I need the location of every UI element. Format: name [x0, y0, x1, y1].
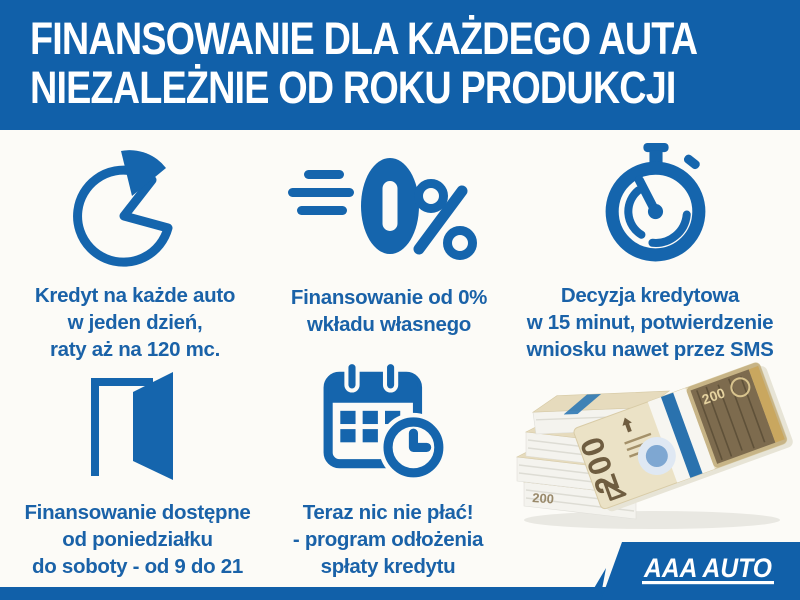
aaa-auto-logo: AAA AUTO: [587, 542, 800, 600]
caption-line: Decyzja kredytowa: [560, 284, 740, 307]
caption-line: do soboty - od 9 do 21: [32, 555, 243, 578]
caption-loan-every-car: Kredyt na każde auto w jeden dzień, raty…: [15, 282, 255, 363]
caption-line: od poniedziałku: [62, 528, 213, 551]
caption-line: w jeden dzień,: [67, 311, 203, 334]
caption-line: - program odłożenia: [292, 528, 484, 551]
caption-line: w 15 minut, potwierdzenie: [526, 311, 774, 334]
header-banner: FINANSOWANIE DLA KAŻDEGO AUTA NIEZALEŻNI…: [0, 0, 800, 130]
caption-line: spłaty kredytu: [320, 555, 456, 578]
caption-deferred-payment: Teraz nic nie płać! - program odłożenia …: [283, 499, 493, 580]
caption-line: raty aż na 120 mc.: [49, 338, 221, 361]
banknote-value-side: 200: [532, 490, 555, 506]
stopwatch-icon: [605, 143, 706, 262]
caption-line: Finansowanie od 0%: [290, 286, 488, 309]
leaning-banknote-bundle: 200 200: [572, 362, 793, 512]
open-door-icon: [91, 372, 173, 480]
caption-zero-percent: Finansowanie od 0% wkładu własnego: [283, 284, 495, 338]
header-title-line1: FINANSOWANIE DLA KAŻDEGO AUTA: [30, 13, 698, 64]
calendar-clock-icon: [323, 360, 448, 482]
aaa-auto-logo-text: AAA AUTO: [643, 553, 772, 583]
header-title-line2: NIEZALEŻNIE OD ROKU PRODUKCJI: [30, 62, 676, 113]
caption-fast-decision: Decyzja kredytowa w 15 minut, potwierdze…: [525, 282, 775, 363]
zero-percent-icon: [288, 158, 477, 260]
percent-glyph: [413, 179, 477, 260]
caption-line: wniosku nawet przez SMS: [526, 338, 774, 361]
money-stacks-image: 200: [515, 362, 793, 529]
caption-line: Finansowanie dostępne: [24, 501, 251, 524]
caption-line: wkładu własnego: [306, 313, 472, 336]
banknote-value-small: 200: [700, 384, 728, 407]
speed-lines-glyph: [288, 170, 354, 215]
caption-opening-hours: Finansowanie dostępne od poniedziałku do…: [15, 499, 260, 580]
caption-line: Teraz nic nie płać!: [302, 501, 474, 524]
caption-line: Kredyt na każde auto: [34, 284, 236, 307]
pie-chart-icon: [73, 150, 173, 267]
